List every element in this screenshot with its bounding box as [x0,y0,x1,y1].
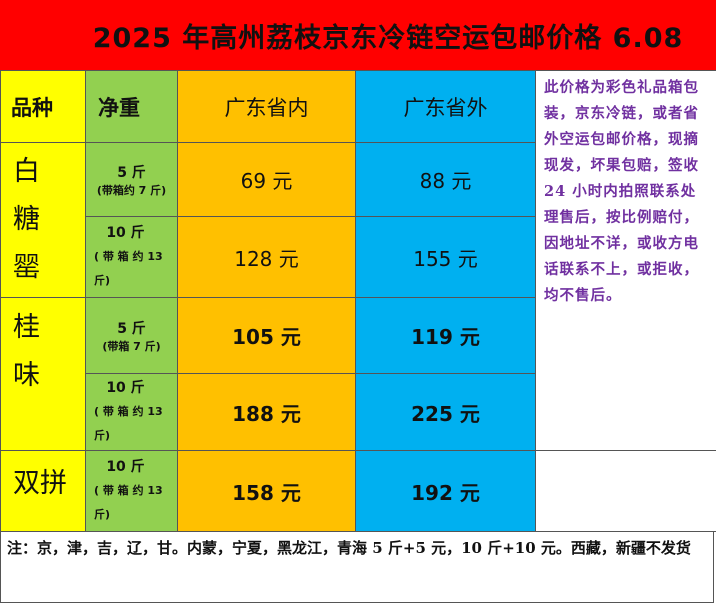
note-cell: 此价格为彩色礼品箱包装，京东冷链，或者省外空运包邮价格，现摘现发，坏果包赔，签收… [535,70,716,451]
header-guangdong: 广东省内 [177,70,356,143]
table-row: 10 斤 ( 带 箱 约 13 斤) 188 元 225 元 [1,373,716,451]
table-row: 桂 味 5 斤 (带箱 7 斤) 105 元 119 元 [0,297,716,451]
variety-char: 味 [13,360,40,391]
price-guangdong: 128 元 [177,216,356,298]
weight-note: (带箱约 7 斤) [96,183,167,197]
price-guangdong: 188 元 [177,373,356,451]
price-guangdong: 105 元 [177,297,356,374]
header-row: 品种 净重 广东省内 广东省外 此价格为彩色礼品箱包装，京东冷链，或者省外空运包… [0,70,716,451]
variety-baitangying: 白 糖 罂 [0,142,86,298]
price-outside: 119 元 [355,297,536,374]
weight-value: 5 斤 [117,164,146,181]
price-outside: 88 元 [355,142,536,217]
table-row: 10 斤 ( 带 箱 约 13 斤) 128 元 155 元 [1,216,716,298]
variety-char: 罂 [13,252,40,283]
price-outside: 192 元 [355,450,536,532]
weight-cell: 5 斤 (带箱 7 斤) [85,297,178,374]
weight-note: ( 带 箱 约 13 斤) [94,405,163,442]
weight-value: 10 斤 [106,225,145,241]
price-guangdong: 69 元 [177,142,356,217]
weight-value: 10 斤 [106,380,145,396]
variety-char: 桂 [13,312,40,343]
variety-shuangpin: 双拼 [0,450,86,532]
weight-note: (带箱 7 斤) [102,339,161,353]
title-banner: 2025 年高州荔枝京东冷链空运包邮价格 6.08 [0,0,716,71]
header-outside: 广东省外 [355,70,536,143]
table-row: 白 糖 罂 5 斤 (带箱约 7 斤) 69 元 88 元 [0,142,716,298]
note-text: 此价格为彩色礼品箱包装，京东冷链，或者省外空运包邮价格，现摘现发，坏果包赔，签收… [544,79,699,304]
weight-cell: 10 斤 ( 带 箱 约 13 斤) [85,373,178,451]
empty-cell [535,450,716,532]
weight-cell: 10 斤 ( 带 箱 约 13 斤) [85,450,178,532]
table-row: 双拼 10 斤 ( 带 箱 约 13 斤) 158 元 192 元 [0,450,716,532]
price-table: 品种 净重 广东省内 广东省外 此价格为彩色礼品箱包装，京东冷链，或者省外空运包… [0,70,716,532]
weight-note: ( 带 箱 约 13 斤) [94,484,163,521]
header-weight: 净重 [85,70,178,143]
price-outside: 155 元 [355,216,536,298]
weight-cell: 5 斤 (带箱约 7 斤) [85,142,178,217]
variety-char: 白 [13,156,40,187]
weight-value: 5 斤 [117,320,146,337]
weight-note: ( 带 箱 约 13 斤) [94,250,163,287]
price-outside: 225 元 [355,373,536,451]
variety-guiwei: 桂 味 [0,297,86,451]
weight-value: 10 斤 [106,459,145,475]
footer-note: 注：京，津，吉，辽，甘。内蒙，宁夏，黑龙江，青海 5 斤+5 元，10 斤+10… [0,531,714,603]
variety-char: 糖 [13,204,40,235]
weight-cell: 10 斤 ( 带 箱 约 13 斤) [85,216,178,298]
price-guangdong: 158 元 [177,450,356,532]
header-variety: 品种 [0,70,86,143]
page-title: 2025 年高州荔枝京东冷链空运包邮价格 6.08 [92,22,684,54]
